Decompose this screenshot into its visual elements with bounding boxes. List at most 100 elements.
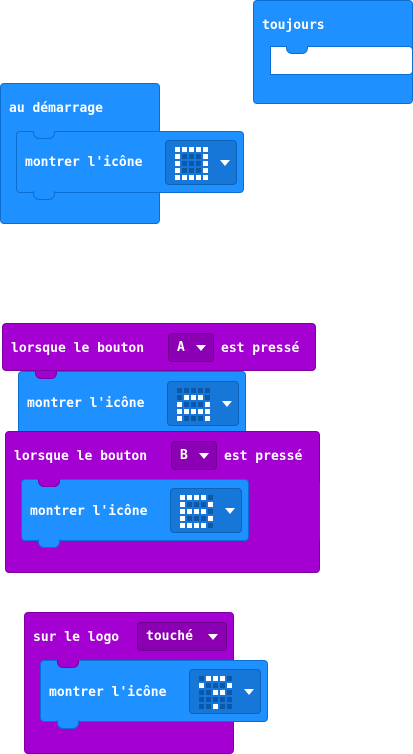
led-pixel <box>191 388 196 393</box>
led-pixel <box>177 388 182 393</box>
icon-b-preview <box>180 495 213 528</box>
led-pixel <box>184 388 189 393</box>
led-pixel <box>205 388 210 393</box>
on-start-label: au démarrage <box>9 101 103 116</box>
show-icon-block-b[interactable]: montrer l'icône <box>21 479 249 548</box>
led-pixel <box>180 523 185 528</box>
led-pixel <box>201 523 206 528</box>
led-pixel <box>175 175 180 180</box>
led-pixel <box>203 154 208 159</box>
led-pixel <box>206 683 211 688</box>
logo-state-dropdown[interactable]: touché <box>137 622 227 651</box>
led-pixel <box>206 676 211 681</box>
forever-slot-notch <box>286 46 308 54</box>
led-pixel <box>198 395 203 400</box>
logo-state-value: touché <box>146 629 193 644</box>
led-pixel <box>208 502 213 507</box>
led-pixel <box>196 161 201 166</box>
icon-a-preview <box>177 388 210 421</box>
led-pixel <box>180 495 185 500</box>
chevron-down-icon <box>244 689 254 695</box>
chevron-down-icon <box>222 401 232 407</box>
chevron-down-icon <box>196 345 206 351</box>
led-pixel <box>187 509 192 514</box>
show-icon-label: montrer l'icône <box>49 685 167 700</box>
statement-notch <box>38 479 60 487</box>
led-pixel <box>199 704 204 709</box>
led-pixel <box>199 690 204 695</box>
led-pixel <box>205 416 210 421</box>
led-pixel <box>187 502 192 507</box>
icon-dropdown[interactable] <box>165 140 237 185</box>
statement-notch <box>57 660 79 668</box>
led-pixel <box>180 502 185 507</box>
show-icon-label: montrer l'icône <box>30 504 148 519</box>
led-pixel <box>175 168 180 173</box>
led-pixel <box>182 168 187 173</box>
led-pixel <box>194 495 199 500</box>
led-pixel <box>201 495 206 500</box>
led-pixel <box>201 502 206 507</box>
led-pixel <box>194 509 199 514</box>
led-pixel <box>182 147 187 152</box>
led-pixel <box>220 697 225 702</box>
button-a-suffix: est pressé <box>221 341 300 356</box>
led-pixel <box>206 697 211 702</box>
led-pixel <box>194 523 199 528</box>
led-pixel <box>182 161 187 166</box>
icon-dropdown[interactable] <box>167 381 239 426</box>
show-icon-block-start[interactable]: montrer l'icône <box>16 131 244 200</box>
led-pixel <box>196 154 201 159</box>
button-a-prefix: lorsque le bouton <box>11 341 145 356</box>
led-pixel <box>205 402 210 407</box>
led-pixel <box>220 683 225 688</box>
led-pixel <box>184 402 189 407</box>
icon-dropdown[interactable] <box>170 488 242 533</box>
led-pixel <box>198 388 203 393</box>
button-a-dropdown[interactable]: A <box>168 333 214 362</box>
led-pixel <box>175 154 180 159</box>
icon-logo-preview <box>199 676 232 709</box>
logo-prefix: sur le logo <box>33 630 120 645</box>
led-pixel <box>196 175 201 180</box>
led-pixel <box>196 147 201 152</box>
led-pixel <box>227 676 232 681</box>
button-a-pressed-block[interactable]: lorsque le bouton A est pressé <box>2 323 316 371</box>
led-pixel <box>213 690 218 695</box>
led-pixel <box>205 409 210 414</box>
chevron-down-icon <box>225 508 235 514</box>
statement-notch <box>35 371 57 379</box>
led-pixel <box>199 697 204 702</box>
chevron-down-icon <box>220 160 230 166</box>
led-pixel <box>191 395 196 400</box>
led-pixel <box>196 168 201 173</box>
led-pixel <box>213 704 218 709</box>
show-icon-label: montrer l'icône <box>27 396 145 411</box>
show-icon-block-logo[interactable]: montrer l'icône <box>40 660 268 729</box>
show-icon-label: montrer l'icône <box>25 155 143 170</box>
led-pixel <box>203 175 208 180</box>
led-pixel <box>220 676 225 681</box>
button-b-dropdown[interactable]: B <box>171 441 217 470</box>
led-pixel <box>194 502 199 507</box>
led-pixel <box>208 516 213 521</box>
led-pixel <box>198 416 203 421</box>
led-pixel <box>213 676 218 681</box>
led-pixel <box>227 683 232 688</box>
show-icon-block-a[interactable]: montrer l'icône <box>18 371 246 437</box>
led-pixel <box>213 697 218 702</box>
led-pixel <box>203 168 208 173</box>
led-pixel <box>189 147 194 152</box>
icon-dropdown[interactable] <box>189 669 261 714</box>
led-pixel <box>182 154 187 159</box>
chevron-down-icon <box>208 634 218 640</box>
led-pixel <box>227 697 232 702</box>
led-pixel <box>220 690 225 695</box>
led-pixel <box>187 523 192 528</box>
forever-block[interactable]: toujours <box>253 0 413 104</box>
led-pixel <box>205 395 210 400</box>
button-b-suffix: est pressé <box>224 449 303 464</box>
led-pixel <box>189 175 194 180</box>
led-pixel <box>203 161 208 166</box>
led-pixel <box>220 704 225 709</box>
